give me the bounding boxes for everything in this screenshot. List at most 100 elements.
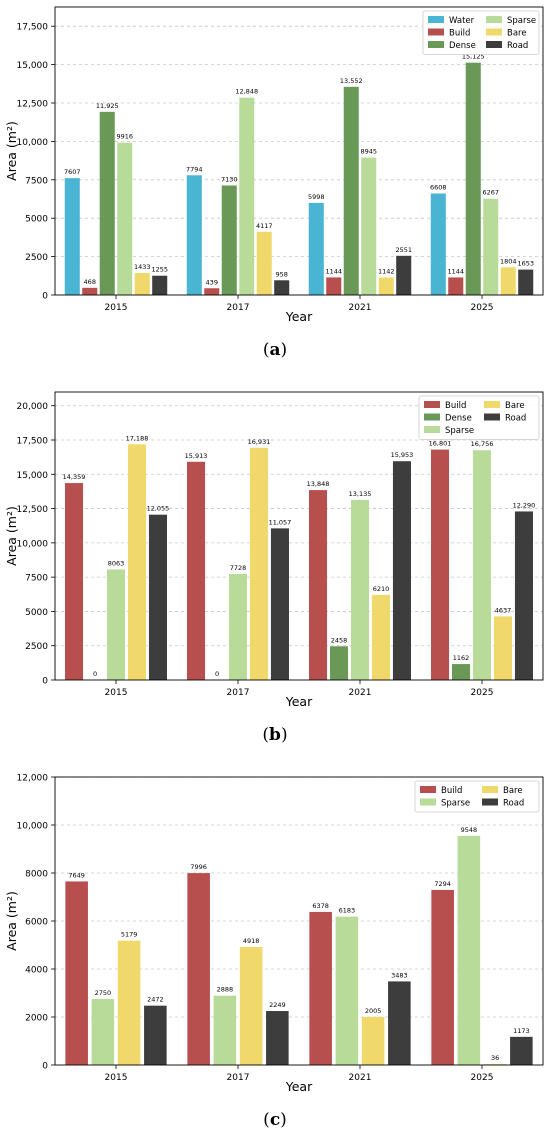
legend-label-sparse: Sparse xyxy=(507,16,536,26)
caption-a-open: ( xyxy=(262,340,270,360)
bar-sparse-2021 xyxy=(350,499,370,680)
bar-sparse-2015 xyxy=(91,999,115,1065)
x-tick-label: 2015 xyxy=(105,303,128,313)
y-tick-label: 15,000 xyxy=(17,471,49,481)
bar-road-2017 xyxy=(266,1011,289,1065)
bar-dense-2015 xyxy=(99,111,115,295)
legend-label-road: Road xyxy=(507,41,528,51)
data-label: 7130 xyxy=(221,175,238,183)
data-label: 6608 xyxy=(430,184,447,192)
bar-road-2015 xyxy=(152,275,168,295)
y-tick-label: 20,000 xyxy=(17,402,49,412)
y-axis-title: Area (m²) xyxy=(4,506,19,566)
legend-label-bare: Bare xyxy=(503,786,523,796)
data-label: 1173 xyxy=(513,1027,530,1035)
x-tick-label: 2017 xyxy=(227,1073,250,1083)
x-tick-label: 2021 xyxy=(349,688,372,698)
data-label: 13,552 xyxy=(340,77,363,85)
chart-b-svg: 0 2500 5000 7500 10,000 12,500 15,000 17,500 20,… xyxy=(4,391,544,709)
bar-sparse-2017 xyxy=(213,995,237,1065)
y-tick-label: 12,500 xyxy=(17,505,49,515)
bar-build-2017 xyxy=(187,873,210,1065)
bar-bare-2017 xyxy=(249,447,269,680)
bar-bare-2021 xyxy=(361,1016,385,1065)
legend-box xyxy=(418,395,540,440)
data-label: 7294 xyxy=(434,880,451,888)
y-tick-label: 2000 xyxy=(25,1014,48,1024)
bar-bare-2021 xyxy=(378,277,394,295)
legend-label-bare: Bare xyxy=(505,401,525,411)
legend-swatch-sparse xyxy=(486,16,502,23)
data-label: 5998 xyxy=(308,193,325,201)
legend-box xyxy=(422,10,540,55)
legend-label-build: Build xyxy=(449,29,470,39)
y-tick-label: 0 xyxy=(42,292,48,302)
bar-water-2017 xyxy=(186,175,202,295)
legend-label-dense: Dense xyxy=(449,41,476,51)
data-label: 958 xyxy=(276,270,288,278)
y-tick-label: 12,500 xyxy=(17,100,49,110)
legend-box xyxy=(414,780,540,813)
bar-road-2025 xyxy=(510,1036,533,1065)
data-label: 13,135 xyxy=(349,490,372,498)
bar-road-2021 xyxy=(388,981,411,1065)
legend-label-water: Water xyxy=(449,16,475,26)
chart-panel-c: 0 2000 4000 6000 8000 10,000 12,000 7649 2750 517… xyxy=(0,765,550,1135)
legend-swatch-bare xyxy=(484,401,500,408)
bar-bare-2025 xyxy=(493,616,513,680)
data-label: 2472 xyxy=(147,996,164,1004)
bar-build-2025 xyxy=(431,889,454,1065)
bar-water-2015 xyxy=(64,178,80,295)
bar-dense-2021 xyxy=(329,646,349,680)
data-label: 12,290 xyxy=(513,501,536,509)
legend-label-build: Build xyxy=(441,786,462,796)
legend-swatch-dense xyxy=(424,413,440,421)
legend-label-road: Road xyxy=(503,799,524,809)
data-label: 16,756 xyxy=(471,440,494,448)
bar-bare-2025 xyxy=(500,267,516,295)
data-label: 4918 xyxy=(243,937,260,945)
x-tick-label: 2017 xyxy=(227,688,250,698)
data-label: 36 xyxy=(491,1054,499,1062)
bar-build-2017 xyxy=(187,461,206,680)
data-label: 6210 xyxy=(373,585,390,593)
y-tick-label: 12,000 xyxy=(17,774,49,784)
bar-road-2021 xyxy=(396,255,412,295)
chart-c-svg: 0 2000 4000 6000 8000 10,000 12,000 7649 2750 517… xyxy=(4,774,544,1094)
x-tick-label: 2025 xyxy=(471,688,494,698)
y-tick-label: 5000 xyxy=(25,608,48,618)
plot-frame xyxy=(54,6,544,296)
bar-sparse-2021 xyxy=(335,916,359,1065)
bar-road-2015 xyxy=(144,1005,167,1065)
data-label: 1433 xyxy=(134,263,151,271)
y-tick-label: 2500 xyxy=(25,253,48,263)
bar-build-2025 xyxy=(448,277,464,295)
y-tick-label: 4000 xyxy=(25,966,48,976)
bar-road-2015 xyxy=(148,514,167,680)
data-label: 0 xyxy=(215,670,219,678)
bar-road-2017 xyxy=(270,528,289,680)
caption-c-letter: c xyxy=(269,1110,281,1130)
data-label: 439 xyxy=(206,278,218,286)
bar-build-2021 xyxy=(326,277,342,295)
legend-label-sparse: Sparse xyxy=(441,799,470,809)
legend-label-dense: Dense xyxy=(445,414,472,424)
data-label: 6183 xyxy=(339,907,356,915)
data-label: 15,953 xyxy=(391,451,414,459)
bar-build-2017 xyxy=(204,288,220,295)
y-tick-label: 2500 xyxy=(25,642,48,652)
bar-road-2017 xyxy=(274,280,290,295)
caption-b-open: ( xyxy=(262,725,270,745)
y-tick-label: 10,000 xyxy=(17,822,49,832)
chart-a-svg: 0 2500 5000 7500 10,000 12,500 15,000 17,500 760… xyxy=(4,6,544,324)
data-label: 7607 xyxy=(64,168,81,176)
caption-b-close: ) xyxy=(280,725,288,745)
legend-swatch-sparse xyxy=(420,798,436,806)
x-axis-title: Year xyxy=(285,1079,313,1094)
bar-dense-2025 xyxy=(465,62,481,296)
bar-dense-2025 xyxy=(451,664,471,680)
legend-swatch-sparse xyxy=(424,426,440,433)
data-label: 11,925 xyxy=(96,102,119,110)
legend-label-road: Road xyxy=(505,414,526,424)
x-tick-label: 2017 xyxy=(227,303,250,313)
